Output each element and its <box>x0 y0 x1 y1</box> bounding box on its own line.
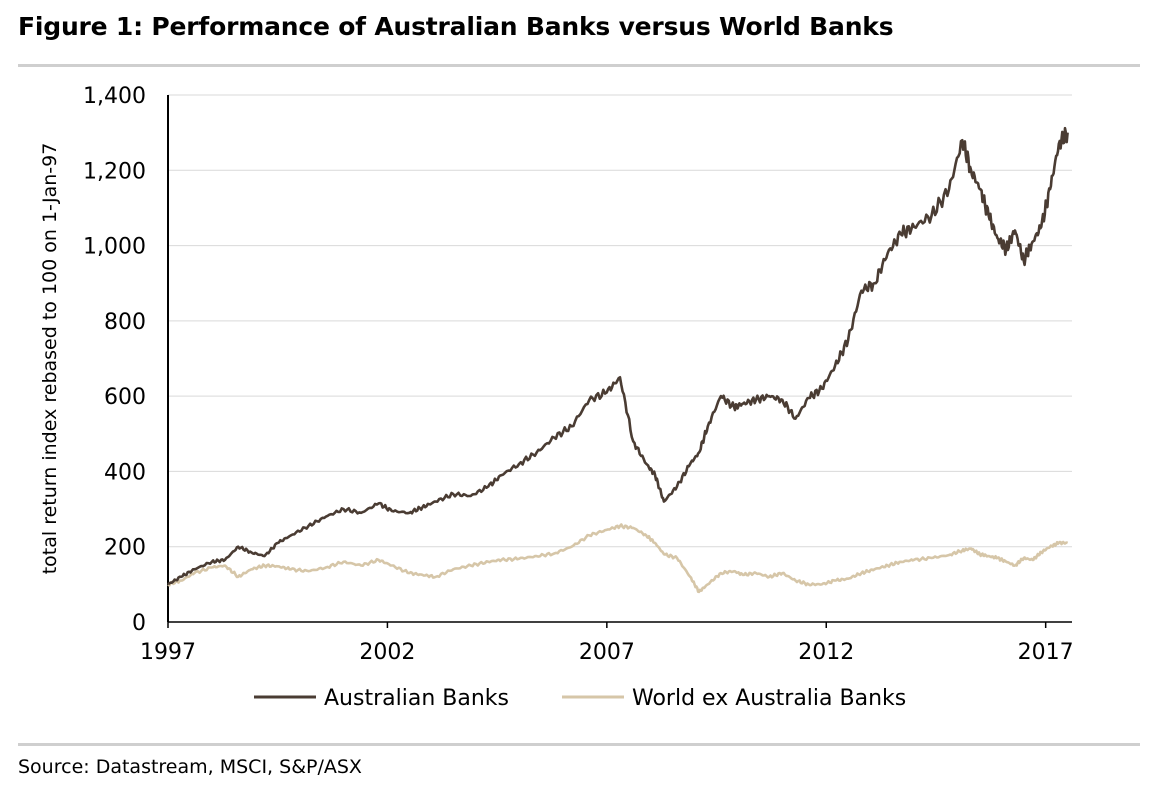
axes <box>167 95 1072 628</box>
source-note: Source: Datastream, MSCI, S&P/ASX <box>18 756 362 778</box>
legend-label-australian-banks: Australian Banks <box>324 686 509 711</box>
x-tick-label-2012: 2012 <box>798 640 854 665</box>
legend: Australian Banks World ex Australia Banks <box>254 686 906 711</box>
x-tick-labels: 1997 2002 2007 2012 2017 <box>140 640 1074 665</box>
x-tick-label-1997: 1997 <box>140 640 196 665</box>
top-divider <box>18 64 1140 67</box>
series-lines <box>167 126 1069 594</box>
y-tick-label-800: 800 <box>104 310 146 335</box>
y-tick-label-400: 400 <box>104 460 146 485</box>
y-axis-label: total return index rebased to 100 on 1-J… <box>39 143 61 575</box>
y-tick-label-1000: 1,000 <box>83 235 146 260</box>
gridlines <box>168 94 1072 548</box>
y-tick-labels: 0 200 400 600 800 1,000 1,200 1,400 <box>83 84 146 636</box>
x-tick-label-2002: 2002 <box>359 640 415 665</box>
y-tick-label-200: 200 <box>104 536 146 561</box>
series-line-australian-banks <box>167 126 1069 586</box>
x-tick-label-2007: 2007 <box>579 640 635 665</box>
y-tick-label-1400: 1,400 <box>83 84 146 109</box>
bottom-divider <box>18 743 1140 746</box>
x-tick-label-2017: 2017 <box>1018 640 1074 665</box>
legend-label-world-ex-australia-banks: World ex Australia Banks <box>632 686 906 711</box>
y-tick-label-600: 600 <box>104 385 146 410</box>
y-tick-label-0: 0 <box>132 611 146 636</box>
y-tick-label-1200: 1,200 <box>83 159 146 184</box>
series-line-world-ex-australia-banks <box>167 523 1069 594</box>
figure-title: Figure 1: Performance of Australian Bank… <box>18 12 894 41</box>
